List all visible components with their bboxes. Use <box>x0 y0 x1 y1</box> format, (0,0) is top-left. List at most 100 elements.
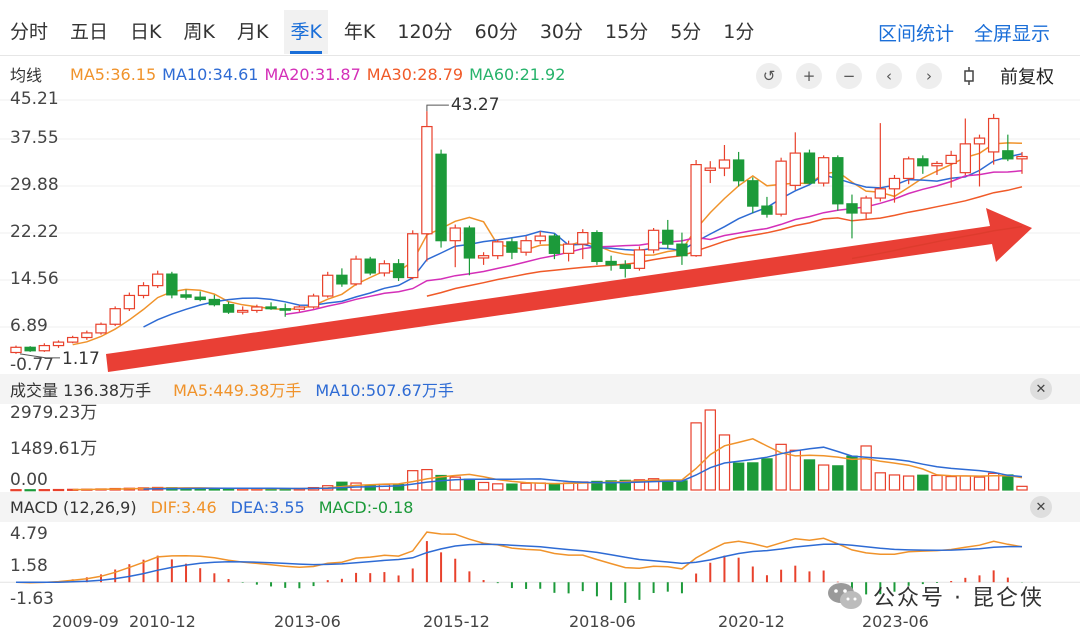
volume-bar <box>492 483 504 491</box>
candle-body <box>194 296 206 301</box>
macd-tick: 1.58 <box>10 556 48 576</box>
volume-tick: 2979.23万 <box>10 403 98 423</box>
trend-arrow <box>106 208 1032 372</box>
candle-body <box>265 306 277 310</box>
interval-stats-link[interactable]: 区间统计 <box>877 22 954 45</box>
tab-7[interactable]: 120分 <box>397 21 453 43</box>
tab-3[interactable]: 周K <box>183 21 215 43</box>
candle-body <box>605 260 617 266</box>
candle-body <box>704 167 716 171</box>
volume-panel-header: 成交量 136.38万手 MA5:449.38万手 MA10:507.67万手 … <box>0 374 1080 404</box>
volume-bar <box>832 465 844 491</box>
volume-bar <box>704 409 716 491</box>
candle-body <box>449 227 461 242</box>
chart-toolbar: ↺ + − ‹ › 前复权 <box>742 62 1054 90</box>
adjust-mode-select[interactable]: 前复权 <box>1000 67 1054 88</box>
volume-bar <box>860 445 872 491</box>
time-tick: 2015-12 <box>423 612 490 631</box>
high-marker-line <box>426 104 449 112</box>
watermark-text: 公众号 · 昆仑侠 <box>873 586 1044 611</box>
macd-dea-line <box>15 543 1022 584</box>
price-tick: 6.89 <box>10 316 48 336</box>
volume-ma5: MA5:449.38万手 <box>173 381 302 400</box>
volume-bar <box>463 478 476 491</box>
volume-bar <box>633 479 646 491</box>
candle-body <box>421 125 433 235</box>
volume-bar <box>931 474 943 491</box>
tab-11[interactable]: 5分 <box>670 21 702 43</box>
candle-body <box>959 143 972 174</box>
volume-bar <box>959 475 972 491</box>
tab-2[interactable]: 日K <box>130 21 162 43</box>
tab-9[interactable]: 30分 <box>539 21 584 43</box>
ma30-line <box>426 186 1023 297</box>
volume-bar <box>917 474 929 491</box>
price-tick: 45.21 <box>10 89 59 109</box>
ma-legend-item: MA10:34.61 <box>162 64 259 84</box>
candle-body <box>647 229 660 251</box>
fullscreen-link[interactable]: 全屏显示 <box>973 22 1050 45</box>
ma-legend-item: MA20:31.87 <box>264 64 361 84</box>
candle-body <box>520 240 532 253</box>
candle-body <box>378 263 391 274</box>
macd-dif-line <box>15 531 1023 584</box>
volume-bar <box>520 482 532 491</box>
watermark: 公众号 · 昆仑侠 <box>827 580 1044 612</box>
tab-links: 区间统计 全屏显示 <box>858 10 1050 54</box>
macd-tick: 4.79 <box>10 524 48 544</box>
candle-body <box>463 227 476 259</box>
candle-body <box>562 243 575 254</box>
candle-body <box>633 249 646 269</box>
tab-1[interactable]: 五日 <box>70 21 109 43</box>
macd-panel-header: MACD (12,26,9) DIF:3.46 DEA:3.55 MACD:-0… <box>0 492 1080 522</box>
candle-body <box>775 160 787 215</box>
candle-body <box>81 332 93 339</box>
tab-4[interactable]: 月K <box>236 21 269 43</box>
volume-bar <box>761 458 773 491</box>
zoom-in-icon[interactable]: + <box>796 63 822 89</box>
price-tick: 37.55 <box>10 128 59 148</box>
high-annotation: 43.27 <box>451 95 500 115</box>
candle-body <box>973 137 986 145</box>
volume-bar <box>477 481 490 491</box>
candle-body <box>364 258 376 274</box>
undo-icon[interactable]: ↺ <box>756 63 782 89</box>
chevron-right-icon[interactable]: › <box>916 63 942 89</box>
tab-10[interactable]: 15分 <box>605 21 649 43</box>
close-macd-icon[interactable]: ✕ <box>1030 496 1052 518</box>
candle-body <box>732 159 745 182</box>
candle-body <box>336 274 348 285</box>
tab-12[interactable]: 1分 <box>723 21 755 43</box>
ma-legend-item: MA30:28.79 <box>366 64 464 84</box>
candle-body <box>591 232 603 263</box>
close-volume-icon[interactable]: ✕ <box>1030 378 1052 400</box>
candle-body <box>407 233 419 279</box>
tab-0[interactable]: 分时 <box>10 21 49 43</box>
tab-6[interactable]: 年K <box>343 21 376 43</box>
candle-body <box>237 309 249 313</box>
candle-body <box>24 346 36 352</box>
volume-bar <box>548 482 561 491</box>
volume-bar <box>888 474 901 491</box>
time-tick: 2009-09 <box>52 612 119 631</box>
candle-body <box>832 157 844 205</box>
tab-5[interactable]: 季K <box>284 10 328 54</box>
candle-body <box>392 263 405 279</box>
wechat-icon <box>828 583 863 609</box>
candle-body <box>747 180 759 207</box>
candle-body <box>137 285 150 297</box>
volume-label: 成交量 136.38万手 <box>10 381 152 400</box>
candle-body <box>222 304 235 313</box>
tab-8[interactable]: 60分 <box>474 21 518 43</box>
candle-icon[interactable] <box>956 63 982 89</box>
candle-body <box>38 344 51 352</box>
time-tick: 2013-06 <box>274 612 341 631</box>
chevron-left-icon[interactable]: ‹ <box>876 63 902 89</box>
volume-bar <box>747 462 759 491</box>
zoom-out-icon[interactable]: − <box>836 63 862 89</box>
ma-legend-item: MA60:21.92 <box>469 64 566 84</box>
time-tick: 2018-06 <box>569 612 636 631</box>
price-tick: 29.88 <box>10 175 59 195</box>
ma-legend: 均线 MA5:36.15 MA10:34.61 MA20:31.87 MA30:28.… <box>10 60 577 88</box>
